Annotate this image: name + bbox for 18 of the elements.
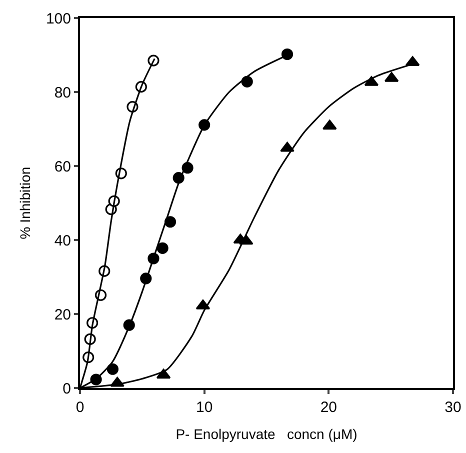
x-axis-title: P- Enolpyruvate concn (μM) [176, 426, 358, 442]
y-tick-label: 100 [46, 10, 71, 28]
point [106, 363, 118, 375]
point [280, 142, 294, 152]
point [281, 48, 294, 60]
x-tick-label: 10 [196, 399, 213, 416]
y-tick-label: 80 [54, 84, 71, 102]
y-tick-label: 40 [54, 232, 71, 250]
y-tick-label: 60 [54, 158, 71, 176]
x-tick-label: 20 [320, 399, 338, 416]
y-tick-label: 0 [62, 380, 71, 398]
point [164, 216, 176, 228]
x-tick-label: 0 [76, 399, 84, 416]
y-tick-label: 20 [54, 306, 71, 324]
point [156, 242, 168, 254]
point [322, 120, 337, 130]
x-tick-label: 30 [444, 399, 462, 416]
y-axis-title: % Inhibition [17, 166, 34, 240]
